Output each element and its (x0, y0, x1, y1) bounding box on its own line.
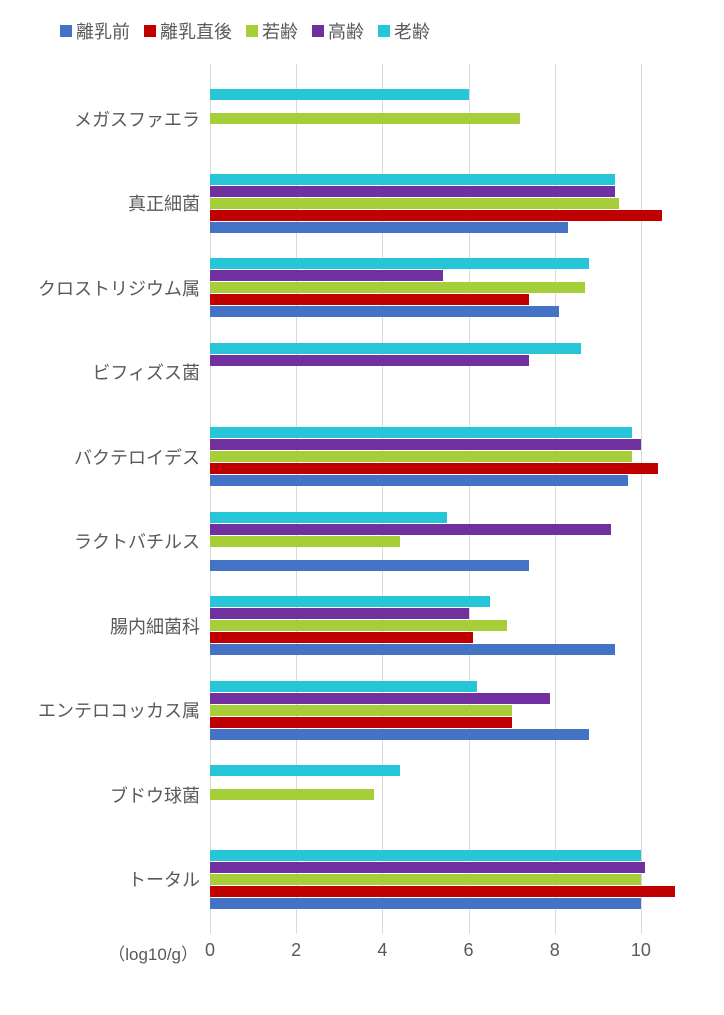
category-group: クロストリジウム属 (210, 258, 684, 317)
category-group: ビフィズス菌 (210, 343, 684, 402)
category-label: トータル (128, 866, 210, 892)
legend-item: 離乳直後 (144, 18, 232, 44)
bar (210, 608, 469, 619)
category-label: メガスファエラ (74, 106, 210, 132)
bar (210, 306, 559, 317)
bar (210, 850, 641, 861)
category-group: バクテロイデス (210, 427, 684, 486)
plot-area: メガスファエラ真正細菌クロストリジウム属ビフィズス菌バクテロイデスラクトバチルス… (210, 64, 684, 934)
legend-swatch (312, 25, 324, 37)
bar (210, 789, 374, 800)
legend-swatch (246, 25, 258, 37)
bar (210, 174, 615, 185)
bar (210, 355, 529, 366)
bar (210, 693, 550, 704)
bar (210, 512, 447, 523)
bar (210, 198, 619, 209)
x-tick-label: 2 (291, 940, 301, 961)
category-label: 真正細菌 (128, 190, 210, 216)
bar (210, 729, 589, 740)
x-tick-label: 10 (631, 940, 651, 961)
bar (210, 294, 529, 305)
bar (210, 596, 490, 607)
legend-label: 離乳直後 (160, 18, 232, 44)
category-group: メガスファエラ (210, 89, 684, 148)
category-label: 腸内細菌科 (110, 613, 210, 639)
bar (210, 343, 581, 354)
bar (210, 705, 512, 716)
legend-item: 老齢 (378, 18, 430, 44)
bar (210, 886, 675, 897)
x-tick-label: 4 (377, 940, 387, 961)
x-tick-label: 0 (205, 940, 215, 961)
category-group: ブドウ球菌 (210, 765, 684, 824)
bar (210, 632, 473, 643)
bar (210, 210, 662, 221)
legend-label: 老齢 (394, 18, 430, 44)
bar (210, 222, 568, 233)
bar (210, 113, 520, 124)
bar (210, 644, 615, 655)
legend-label: 若齢 (262, 18, 298, 44)
legend-label: 高齢 (328, 18, 364, 44)
x-tick-label: 8 (550, 940, 560, 961)
category-group: エンテロコッカス属 (210, 681, 684, 740)
x-axis: （log10/g） 0246810 (210, 934, 684, 974)
bar (210, 560, 529, 571)
bar (210, 874, 641, 885)
bar (210, 536, 400, 547)
x-tick-label: 6 (464, 940, 474, 961)
category-label: エンテロコッカス属 (38, 697, 210, 723)
legend-swatch (144, 25, 156, 37)
bar (210, 524, 611, 535)
category-group: トータル (210, 850, 684, 909)
legend-swatch (378, 25, 390, 37)
legend-label: 離乳前 (76, 18, 130, 44)
category-label: バクテロイデス (74, 444, 210, 470)
bar (210, 439, 641, 450)
category-label: ラクトバチルス (74, 528, 210, 554)
x-axis-unit: （log10/g） (108, 940, 210, 965)
legend-item: 高齢 (312, 18, 364, 44)
chart-legend: 離乳前 離乳直後 若齢 高齢 老齢 (10, 10, 714, 64)
category-label: ビフィズス菌 (92, 359, 210, 385)
bar (210, 258, 589, 269)
bar (210, 898, 641, 909)
bar (210, 463, 658, 474)
bar (210, 862, 645, 873)
bar (210, 681, 477, 692)
bar (210, 89, 469, 100)
bar (210, 186, 615, 197)
legend-item: 離乳前 (60, 18, 130, 44)
category-group: 腸内細菌科 (210, 596, 684, 655)
bar (210, 717, 512, 728)
bar (210, 427, 632, 438)
legend-item: 若齢 (246, 18, 298, 44)
bar (210, 270, 443, 281)
bar (210, 765, 400, 776)
bar (210, 282, 585, 293)
legend-swatch (60, 25, 72, 37)
bar (210, 475, 628, 486)
category-label: クロストリジウム属 (38, 275, 210, 301)
category-group: 真正細菌 (210, 174, 684, 233)
bar (210, 620, 507, 631)
category-group: ラクトバチルス (210, 512, 684, 571)
category-label: ブドウ球菌 (110, 782, 210, 808)
bar (210, 451, 632, 462)
